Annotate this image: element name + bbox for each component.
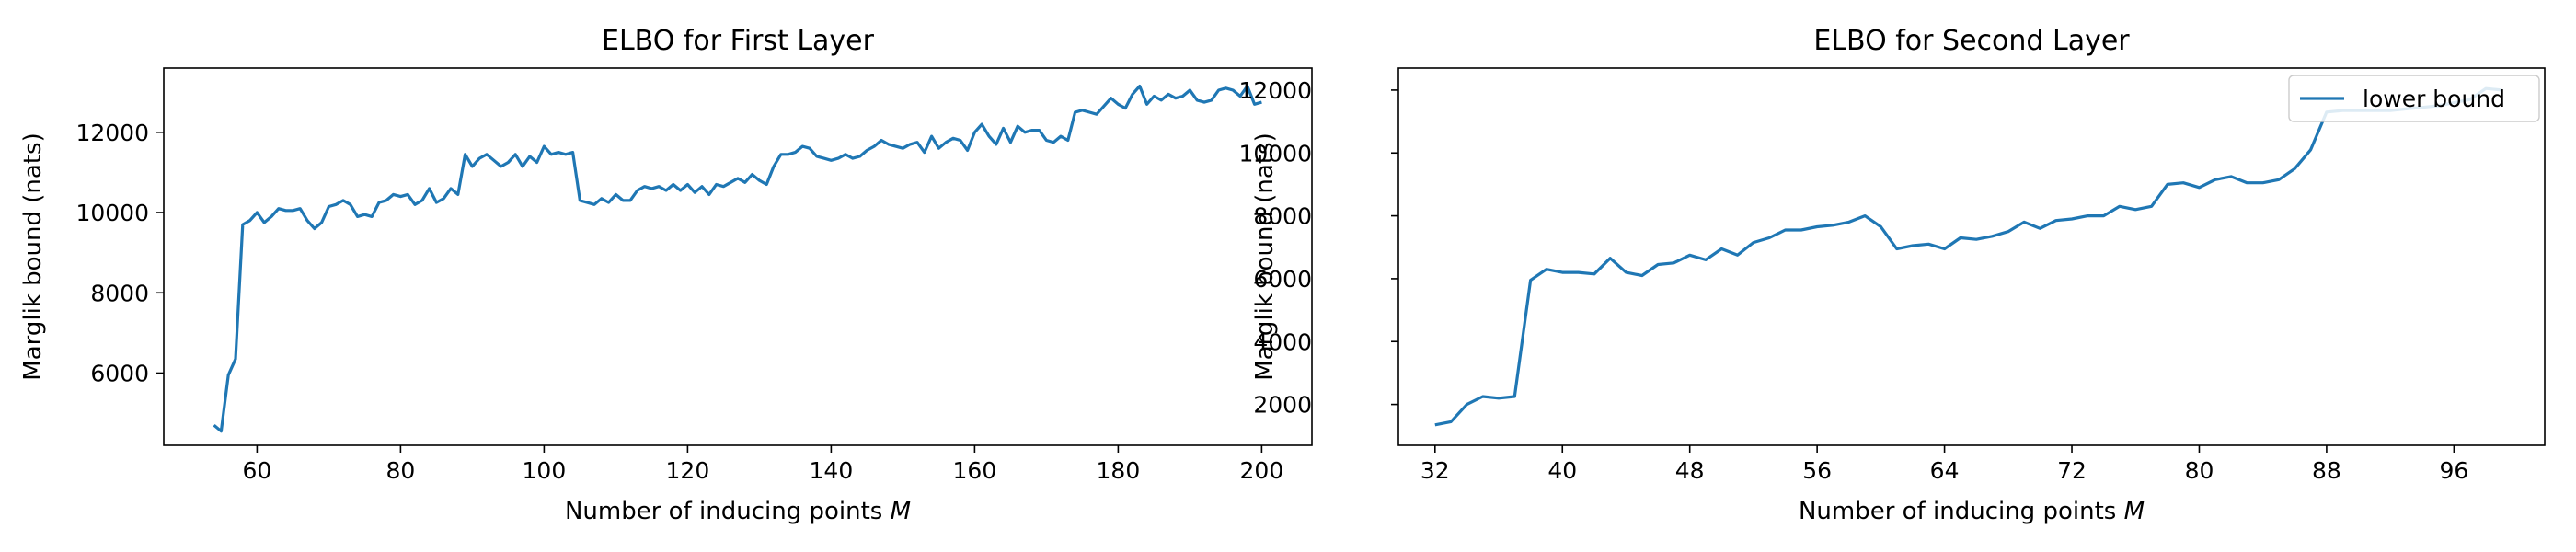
x-tick-label: 72: [2057, 457, 2087, 484]
y-tick-label: 6000: [90, 360, 149, 386]
x-tick-label: 48: [1675, 457, 1705, 484]
axes-frame: [163, 67, 1313, 446]
x-tick-label: 88: [2312, 457, 2341, 484]
x-tick-label: 100: [523, 457, 567, 484]
y-tick-label: 8000: [1253, 203, 1312, 230]
x-axis-label: Number of inducing points M: [1799, 498, 2145, 525]
legend-box: [2288, 75, 2540, 122]
legend-label: lower bound: [2363, 86, 2505, 112]
series-line: [213, 84, 1262, 433]
chart-2: 32 40 48 56 64 72 80 88 96 2000 4000 6000 8000 10000 1…: [1238, 25, 2546, 525]
x-tick-label: 140: [810, 457, 854, 484]
axes-frame: [1397, 67, 2546, 446]
x-tick-label: 60: [242, 457, 271, 484]
chart-title: ELBO for Second Layer: [1813, 25, 2130, 57]
chart-title: ELBO for First Layer: [602, 25, 875, 57]
y-tick-label: 12000: [1238, 77, 1312, 104]
x-tick-label: 56: [1802, 457, 1832, 484]
y-tick-label: 8000: [90, 280, 149, 306]
x-tick-label: 180: [1097, 457, 1141, 484]
x-tick-label: 200: [1240, 457, 1284, 484]
y-tick-label: 10000: [75, 200, 149, 226]
y-tick-label: 10000: [1238, 140, 1312, 167]
x-tick-label: 80: [2185, 457, 2214, 484]
x-tick-label: 80: [385, 457, 415, 484]
legend: lower bound: [2288, 75, 2540, 122]
x-tick-label: 160: [953, 457, 997, 484]
x-tick-label: 40: [1547, 457, 1577, 484]
x-axis-label: Number of inducing points M: [565, 498, 911, 525]
y-tick-label: 6000: [1253, 266, 1312, 293]
chart-1: 60 80 100 120 140 160 180 200 6000 8000 10000 12000…: [19, 25, 1313, 525]
x-tick-label: 32: [1420, 457, 1450, 484]
y-axis-label: Marglik bound (nats): [1251, 132, 1279, 380]
y-tick-label: 2000: [1253, 392, 1312, 419]
y-tick-label: 12000: [75, 120, 149, 146]
y-tick-label: 4000: [1253, 328, 1312, 355]
series-line: [1434, 86, 2502, 427]
x-tick-label: 96: [2439, 457, 2468, 484]
x-tick-label: 120: [666, 457, 710, 484]
y-axis-label: Marglik bound (nats): [19, 132, 47, 380]
x-tick-label: 64: [1930, 457, 1960, 484]
